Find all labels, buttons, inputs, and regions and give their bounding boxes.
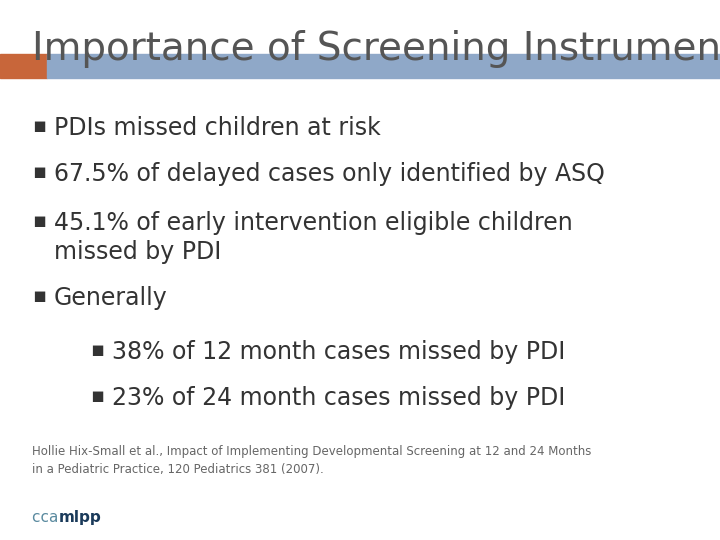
Text: ▪: ▪: [32, 286, 47, 306]
Text: Generally: Generally: [54, 286, 168, 310]
Text: PDIs missed children at risk: PDIs missed children at risk: [54, 116, 381, 140]
Text: 45.1% of early intervention eligible children
missed by PDI: 45.1% of early intervention eligible chi…: [54, 211, 572, 264]
Text: 38% of 12 month cases missed by PDI: 38% of 12 month cases missed by PDI: [112, 340, 565, 364]
Text: Hollie Hix-Small et al., Impact of Implementing Developmental Screening at 12 an: Hollie Hix-Small et al., Impact of Imple…: [32, 446, 592, 476]
Text: ▪: ▪: [32, 116, 47, 136]
Text: ▪: ▪: [90, 386, 104, 406]
Text: 67.5% of delayed cases only identified by ASQ: 67.5% of delayed cases only identified b…: [54, 162, 605, 186]
Bar: [47, 54, 720, 78]
Bar: [0, 54, 47, 78]
Text: cca: cca: [32, 510, 63, 525]
Text: mlpp: mlpp: [59, 510, 102, 525]
Text: ▪: ▪: [32, 162, 47, 182]
Text: 23% of 24 month cases missed by PDI: 23% of 24 month cases missed by PDI: [112, 386, 565, 410]
Text: ▪: ▪: [32, 211, 47, 231]
Text: Importance of Screening Instruments: Importance of Screening Instruments: [32, 30, 720, 68]
Text: ▪: ▪: [90, 340, 104, 360]
